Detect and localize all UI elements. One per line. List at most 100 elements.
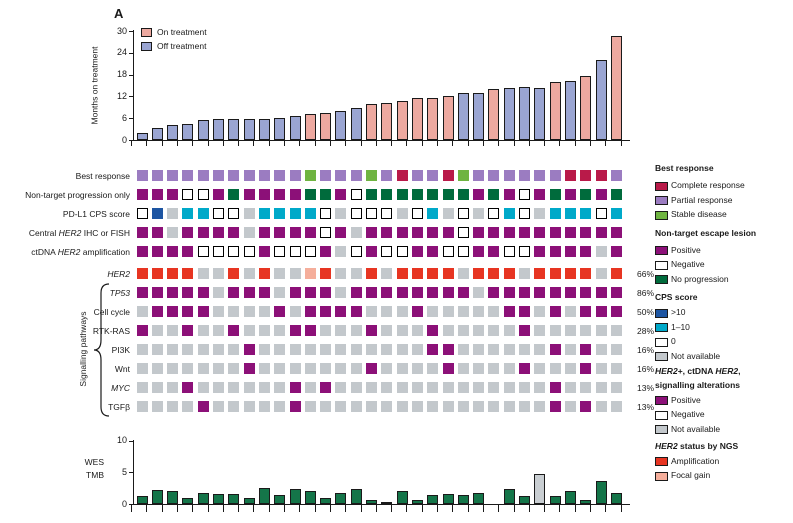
- oncoprint-cell: [549, 382, 561, 393]
- x-axis-tick: [176, 505, 178, 512]
- oncoprint-cell: [136, 170, 148, 181]
- oncoprint-cell: [289, 382, 301, 393]
- oncoprint-cell: [182, 401, 194, 412]
- oncoprint-cell: [366, 287, 377, 298]
- oncoprint-cell: [350, 306, 362, 317]
- oncoprint-cell: [197, 344, 209, 355]
- oncoprint-cell: [549, 306, 561, 317]
- y-axis-tick: [129, 440, 133, 442]
- oncoprint-cell: [519, 246, 530, 257]
- oncoprint-cell: [610, 170, 622, 181]
- oncoprint-cell: [457, 287, 469, 298]
- legend-swatch: [655, 260, 668, 270]
- legend-item-label: Negative: [671, 409, 705, 419]
- oncoprint-cell: [136, 208, 148, 219]
- oncoprint-cell: [289, 189, 301, 200]
- oncoprint-cell: [228, 325, 240, 336]
- months-bar: [274, 118, 286, 140]
- oncoprint-cell: [335, 287, 347, 298]
- oncoprint-cell: [457, 227, 469, 238]
- oncoprint-cell: [258, 325, 270, 336]
- oncoprint-cell: [304, 287, 316, 298]
- oncoprint-cell: [320, 325, 332, 336]
- y-axis-tick: [129, 472, 133, 474]
- oncoprint-cell: [366, 363, 377, 374]
- legend-swatch: [655, 323, 668, 332]
- months-bar: [350, 108, 362, 140]
- oncoprint-cell: [595, 344, 607, 355]
- y-axis-tick: [129, 74, 133, 76]
- oncoprint-cell: [228, 344, 240, 355]
- oncoprint-cell: [258, 287, 270, 298]
- oncoprint-cell: [213, 306, 224, 317]
- oncoprint-cell: [335, 189, 347, 200]
- oncoprint-cell: [304, 246, 316, 257]
- oncoprint-cell: [580, 208, 592, 219]
- oncoprint-cell: [427, 208, 439, 219]
- legend-item-label: Complete response: [671, 180, 745, 190]
- oncoprint-cell: [213, 170, 224, 181]
- oncoprint-cell: [151, 382, 163, 393]
- oncoprint-cell: [457, 268, 469, 279]
- oncoprint-cell: [335, 363, 347, 374]
- oncoprint-cell: [335, 325, 347, 336]
- oncoprint-cell: [258, 401, 270, 412]
- oncoprint-cell: [564, 208, 576, 219]
- oncoprint-cell: [564, 401, 576, 412]
- months-bar: [610, 36, 622, 140]
- oncoprint-cell: [503, 170, 515, 181]
- months-chart: 0 6 12 18 24 30 On treatment Off treatment: [0, 0, 793, 160]
- oncoprint-cell: [457, 208, 469, 219]
- oncoprint-cell: [503, 363, 515, 374]
- oncoprint-cell: [182, 246, 194, 257]
- oncoprint-cell: [350, 363, 362, 374]
- oncoprint-cell: [274, 363, 286, 374]
- oncoprint-cell: [411, 363, 423, 374]
- oncoprint-cell: [473, 287, 485, 298]
- oncoprint-cell: [167, 189, 179, 200]
- x-axis-tick: [452, 505, 454, 512]
- oncoprint-cell: [442, 306, 454, 317]
- x-axis-tick: [544, 141, 546, 146]
- y-axis-tick: [129, 118, 133, 120]
- oncoprint-cell: [427, 287, 439, 298]
- x-axis-tick: [559, 141, 561, 146]
- oncoprint-cell: [411, 287, 423, 298]
- x-axis-tick: [620, 141, 622, 146]
- oncoprint-cell: [396, 189, 408, 200]
- oncoprint-cell: [534, 344, 546, 355]
- oncoprint-cell: [534, 268, 546, 279]
- oncoprint-row-label: Central HER2 IHC or FISH: [28, 227, 130, 238]
- oncoprint-cell: [289, 401, 301, 412]
- x-axis-tick: [192, 505, 194, 512]
- oncoprint-cell: [350, 382, 362, 393]
- legend-swatch: [655, 410, 668, 420]
- oncoprint-cell: [136, 268, 148, 279]
- oncoprint-cell: [396, 227, 408, 238]
- oncoprint-cell: [136, 287, 148, 298]
- oncoprint-cell: [488, 344, 500, 355]
- months-bar: [411, 98, 423, 140]
- oncoprint-cell: [366, 246, 377, 257]
- x-axis-tick: [620, 505, 622, 512]
- oncoprint-cell: [228, 306, 240, 317]
- oncoprint-cell: [564, 382, 576, 393]
- x-axis-tick: [498, 505, 500, 512]
- oncoprint-cell: [488, 189, 500, 200]
- oncoprint-cell: [350, 170, 362, 181]
- oncoprint-cell: [519, 189, 530, 200]
- oncoprint-cell: [488, 208, 500, 219]
- oncoprint-cell: [564, 363, 576, 374]
- oncoprint-row-label: MYC: [111, 382, 130, 393]
- oncoprint-cell: [136, 189, 148, 200]
- legend-swatch: [655, 308, 668, 318]
- oncoprint-cell: [549, 401, 561, 412]
- oncoprint-cell: [580, 344, 592, 355]
- x-axis-tick: [146, 505, 148, 512]
- x-axis-tick: [314, 141, 316, 146]
- oncoprint-cell: [396, 287, 408, 298]
- tmb-bar: [243, 497, 255, 504]
- oncoprint-cell: [320, 401, 332, 412]
- oncoprint-cell: [366, 189, 377, 200]
- oncoprint-cell: [503, 189, 515, 200]
